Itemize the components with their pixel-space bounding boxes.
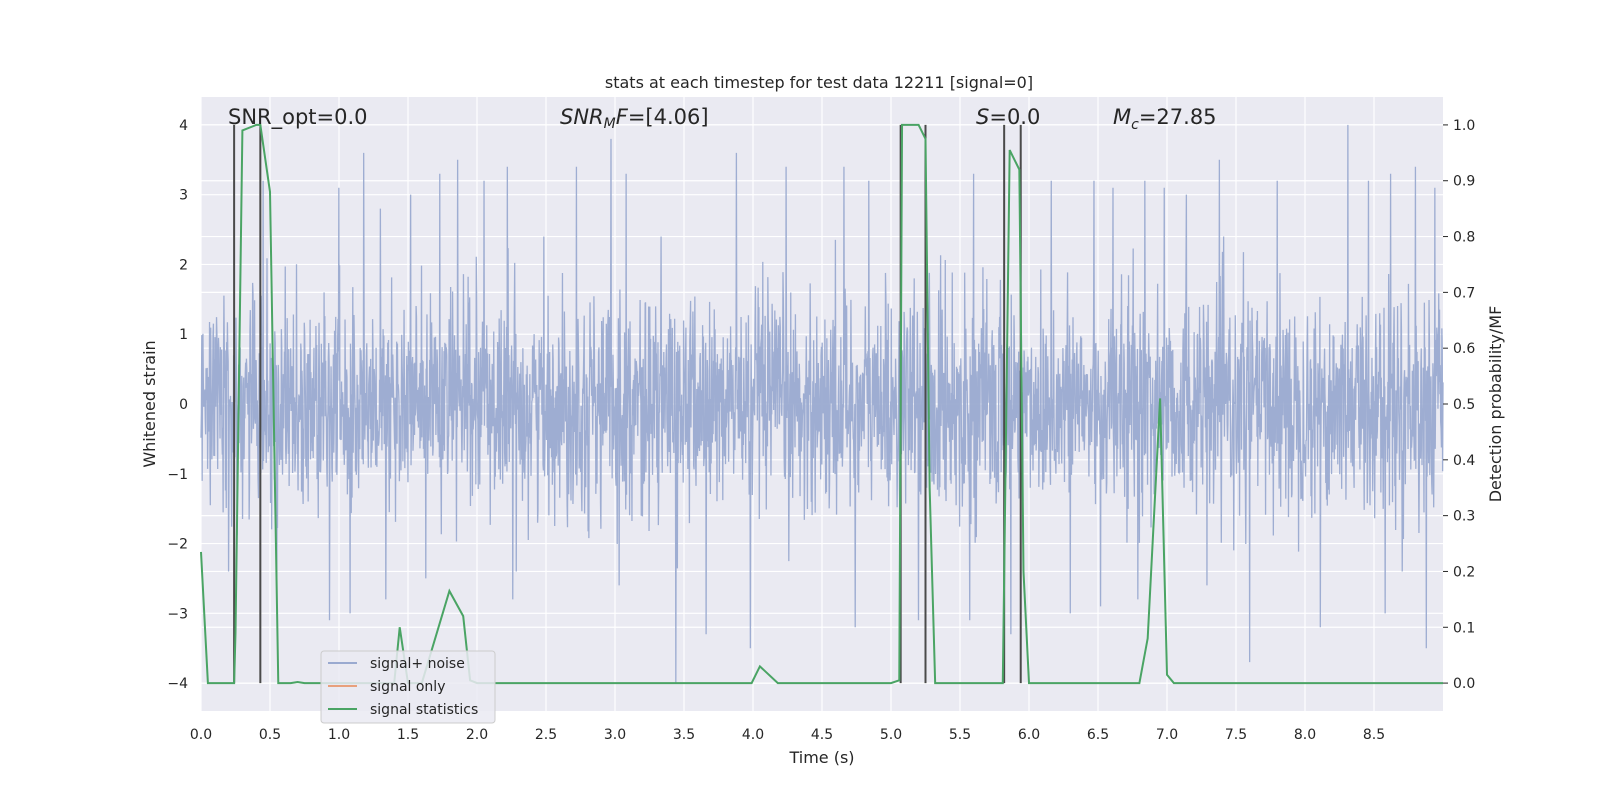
x-tick-4: 2.0	[466, 727, 488, 743]
x-tick-6: 3.0	[604, 727, 626, 743]
y2-tick-5: 0.5	[1453, 397, 1475, 413]
x-tick-9: 4.5	[811, 727, 833, 743]
legend-label-signal-only: signal only	[370, 679, 445, 695]
y2-tick-8: 0.8	[1453, 230, 1475, 246]
x-tick-7: 3.5	[673, 727, 695, 743]
chart-title: stats at each timestep for test data 122…	[605, 73, 1033, 92]
x-tick-2: 1.0	[328, 727, 350, 743]
y2-tick-3: 0.3	[1453, 509, 1475, 525]
y-tick-1: −3	[167, 606, 188, 622]
x-axis-label: Time (s)	[788, 748, 854, 767]
legend: signal+ noise signal only signal statist…	[320, 650, 496, 724]
annotation-snr-opt: SNR_opt=0.0	[228, 105, 368, 130]
strain-line	[200, 124, 1444, 684]
y2-axis-label: Detection probability/MF	[1486, 306, 1505, 503]
y-tick-6: 2	[179, 257, 188, 273]
x-tick-13: 6.5	[1087, 727, 1109, 743]
annotation-s: S=0.0	[976, 105, 1040, 129]
y-tick-7: 3	[179, 188, 188, 204]
legend-label-signal-statistics: signal statistics	[370, 702, 478, 718]
y2-tick-4: 0.4	[1453, 453, 1475, 469]
y-tick-labels: −4 −3 −2 −1 0 1 2 3 4	[167, 118, 188, 692]
y2-tick-labels: 0.0 0.1 0.2 0.3 0.4 0.5 0.6 0.7 0.8 0.9 1.0	[1443, 118, 1475, 692]
y2-tick-6: 0.6	[1453, 341, 1475, 357]
x-tick-8: 4.0	[742, 727, 764, 743]
series-signal-plus-noise	[200, 124, 1444, 684]
y2-tick-9: 0.9	[1453, 174, 1475, 190]
x-tick-3: 1.5	[397, 727, 419, 743]
y-tick-2: −2	[167, 537, 188, 553]
x-tick-16: 8.0	[1294, 727, 1316, 743]
x-tick-17: 8.5	[1363, 727, 1385, 743]
legend-box	[320, 650, 496, 724]
x-tick-15: 7.5	[1225, 727, 1247, 743]
y2-tick-1: 0.1	[1453, 620, 1475, 636]
y-axis-label: Whitened strain	[140, 340, 159, 467]
series-signal-statistics	[200, 123, 1444, 685]
y-tick-3: −1	[167, 467, 188, 483]
x-tick-0: 0.0	[190, 727, 212, 743]
x-tick-5: 2.5	[535, 727, 557, 743]
x-tick-1: 0.5	[259, 727, 281, 743]
y2-tick-2: 0.2	[1453, 564, 1475, 580]
y-tick-8: 4	[179, 118, 188, 134]
x-tick-10: 5.0	[880, 727, 902, 743]
y-tick-5: 1	[179, 327, 188, 343]
annotation-mc: Mc=27.85	[1113, 105, 1217, 133]
x-tick-labels: 0.0 0.5 1.0 1.5 2.0 2.5 3.0 3.5 4.0 4.5 5.0 5.5 6.0 6…	[190, 727, 1385, 743]
y-tick-0: −4	[167, 676, 188, 692]
y2-tick-0: 0.0	[1453, 676, 1475, 692]
y2-tick-10: 1.0	[1453, 118, 1475, 134]
legend-label-signal-plus-noise: signal+ noise	[370, 656, 465, 672]
x-tick-11: 5.5	[949, 727, 971, 743]
annotation-snr-mf: SNRMF=[4.06]	[560, 105, 709, 132]
y-tick-4: 0	[179, 397, 188, 413]
y2-tick-7: 0.7	[1453, 285, 1475, 301]
x-tick-14: 7.0	[1156, 727, 1178, 743]
x-tick-12: 6.0	[1018, 727, 1040, 743]
